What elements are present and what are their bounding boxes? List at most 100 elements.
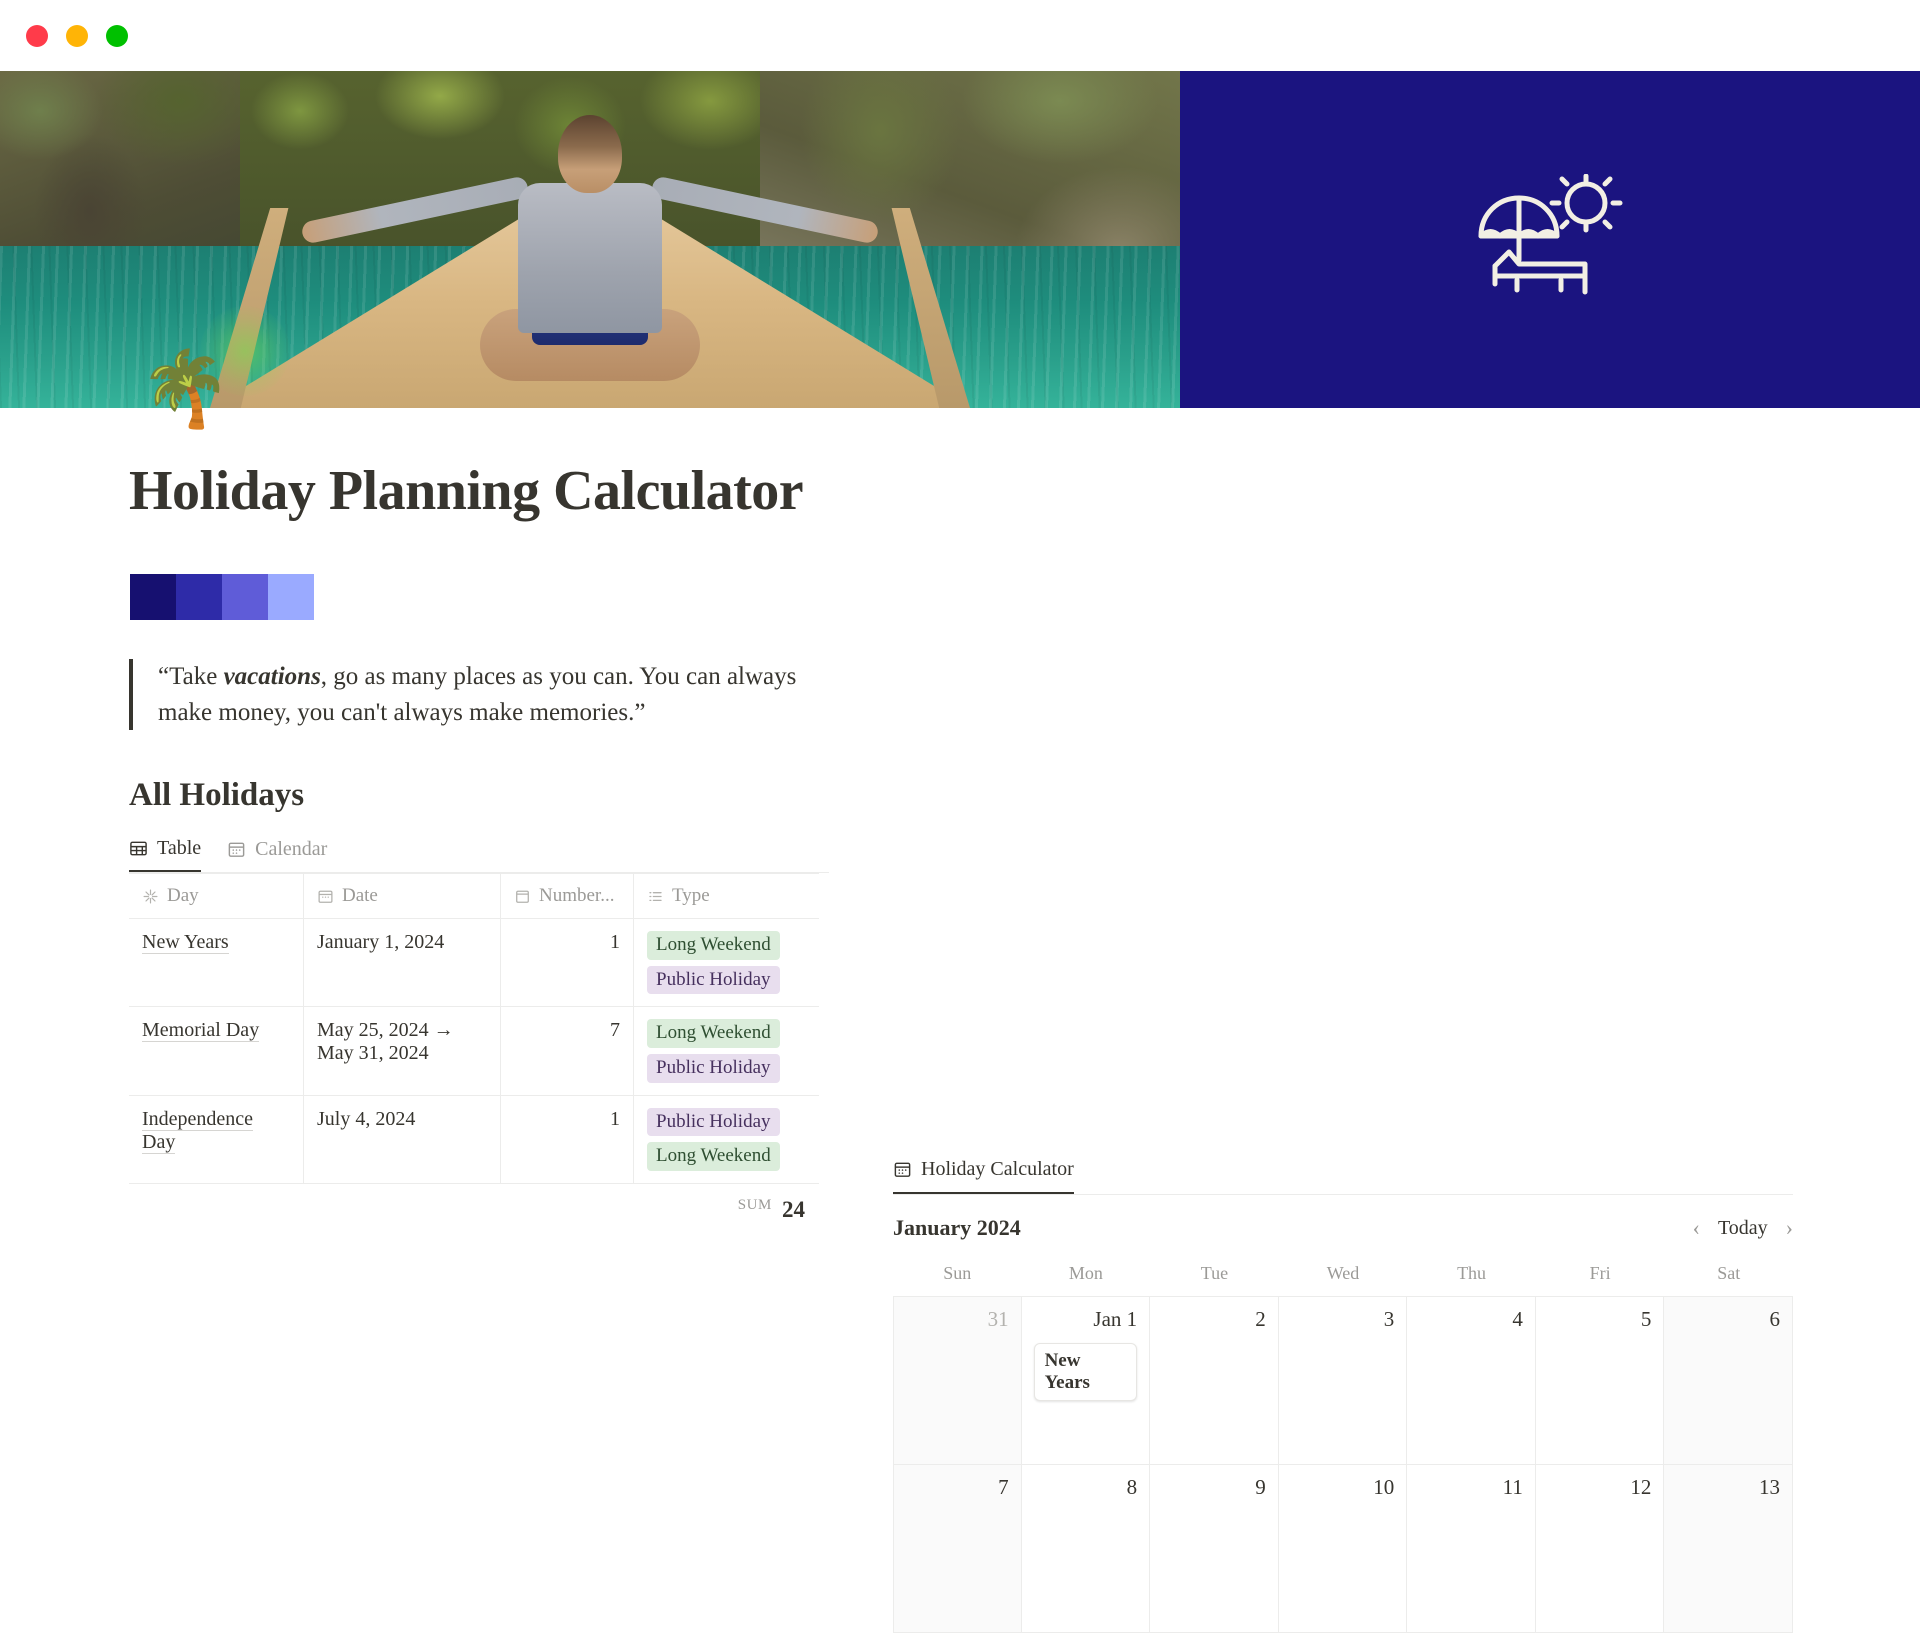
cell-date[interactable]: July 4, 2024 [304,1095,501,1184]
day-header-tue: Tue [1200,1263,1229,1283]
calendar-day-number: 12 [1630,1475,1652,1499]
calendar-icon [893,1160,912,1179]
column-header-type[interactable]: Type [634,874,819,918]
calendar-day-cell[interactable]: 9 [1150,1465,1279,1632]
cell-number[interactable]: 1 [501,919,634,1007]
calendar-day-cell[interactable]: 12 [1536,1465,1665,1632]
table-row[interactable]: Memorial Day May 25, 2024 → May 31, 2024… [129,1007,819,1096]
calendar-day-cell[interactable]: 7 [893,1465,1022,1632]
sparkle-icon [142,888,159,905]
holidays-table: Day Date [129,873,819,1185]
calendar-day-number: 3 [1383,1307,1395,1331]
column-header-day[interactable]: Day [129,874,304,918]
calendar-day-cell[interactable]: 2 [1150,1297,1279,1464]
cell-type[interactable]: Long Weekend Public Holiday [634,1007,819,1094]
calendar-day-cell[interactable]: 6 [1664,1297,1793,1464]
close-window-button[interactable] [26,24,48,47]
day-header-mon: Mon [1068,1263,1103,1283]
quote-emphasis: vacations [223,663,321,690]
calendar-event-chip[interactable]: New Years [1033,1343,1138,1401]
calendar-icon [514,888,531,905]
cell-date[interactable]: January 1, 2024 [304,919,501,1007]
column-header-number[interactable]: Number... [501,874,634,918]
holiday-name-link[interactable]: New Years [142,931,229,954]
cell-type[interactable]: Long Weekend Public Holiday [634,919,819,1006]
calendar-day-cell[interactable]: 10 [1279,1465,1408,1632]
today-button[interactable]: Today [1717,1216,1768,1239]
calendar-view-tabs: Holiday Calculator [893,1158,1793,1195]
database-view-tabs: Table Calendar [129,837,829,873]
calendar-day-number: 31 [987,1307,1009,1331]
cell-number[interactable]: 7 [501,1007,634,1095]
window-titlebar [0,0,1920,71]
holiday-name-link[interactable]: Independence Day [142,1107,254,1154]
chevron-right-icon[interactable]: › [1785,1215,1793,1240]
column-header-date[interactable]: Date [304,874,501,918]
calendar-day-number: 13 [1758,1475,1780,1499]
calendar-icon [317,888,334,905]
tab-holiday-calculator[interactable]: Holiday Calculator [893,1158,1074,1194]
calendar-day-headers: Sun Mon Tue Wed Thu Fri Sat [893,1263,1793,1296]
tab-table[interactable]: Table [129,837,202,872]
column-header-date-label: Date [342,885,378,906]
tab-table-label: Table [157,837,202,859]
calendar-navigation: ‹ Today › [1693,1215,1793,1241]
chevron-left-icon[interactable]: ‹ [1692,1215,1700,1240]
minimize-window-button[interactable] [66,24,88,47]
calendar-day-number: 4 [1512,1307,1523,1331]
calendar-day-number: 9 [1255,1475,1266,1499]
calendar-day-cell[interactable]: 5 [1536,1297,1665,1464]
status-badge: Long Weekend [647,1019,780,1049]
calendar-day-cell[interactable]: 8 [1022,1465,1151,1632]
day-header-sun: Sun [943,1263,972,1283]
cell-day[interactable]: New Years [129,919,304,1007]
cover-accent-panel [1180,71,1920,408]
cell-day[interactable]: Independence Day [129,1095,304,1184]
calendar-month-label: January 2024 [893,1215,1021,1240]
calendar-day-number: 11 [1502,1475,1523,1499]
table-footer-sum[interactable]: Sum 24 [129,1184,819,1223]
calendar-day-number: 7 [998,1475,1009,1499]
calendar-day-number: 6 [1769,1307,1780,1331]
cover-photo [0,71,1180,408]
calendar-day-cell[interactable]: 31 [893,1297,1022,1464]
cell-type[interactable]: Public Holiday Long Weekend [634,1096,819,1183]
table-row[interactable]: New Years January 1, 2024 1 Long Weekend… [129,919,819,1008]
section-title-all-holidays: All Holidays [129,777,305,813]
calendar-day-number: 10 [1373,1475,1395,1499]
tab-calendar-label: Calendar [255,838,328,860]
status-badge: Public Holiday [647,1054,780,1083]
calendar-icon [227,840,246,859]
cell-number[interactable]: 1 [501,1095,634,1184]
maximize-window-button[interactable] [106,24,128,47]
quote-part-2: , go as many places as you can. You can … [158,663,797,726]
day-header-wed: Wed [1326,1263,1360,1283]
calendar-day-cell[interactable]: 4 [1407,1297,1536,1464]
calendar-day-cell[interactable]: Jan 1 New Years [1022,1297,1151,1464]
calendar-week-row: 7 8 9 10 11 12 13 [893,1465,1793,1633]
table-header-row: Day Date [129,874,819,919]
table-icon [129,839,148,858]
cell-day[interactable]: Memorial Day [129,1007,304,1095]
beach-umbrella-sun-lounger-icon [1465,173,1635,306]
cell-date[interactable]: May 25, 2024 → May 31, 2024 [304,1007,501,1095]
column-header-type-label: Type [672,885,710,906]
status-badge: Public Holiday [647,1107,780,1137]
calendar-grid: 31 Jan 1 New Years 2 3 4 5 [893,1296,1793,1633]
calendar-day-cell[interactable]: 11 [1407,1465,1536,1632]
page-cover [0,71,1920,408]
table-row[interactable]: Independence Day July 4, 2024 1 Public H… [129,1095,819,1185]
calendar-week-row: 31 Jan 1 New Years 2 3 4 5 [893,1297,1793,1465]
calendar-day-number: Jan 1 [1093,1307,1138,1331]
column-header-day-label: Day [167,885,199,906]
palm-tree-emoji[interactable]: 🌴 [139,349,232,431]
tab-calendar[interactable]: Calendar [227,838,327,871]
day-header-thu: Thu [1457,1263,1487,1283]
calendar-day-cell[interactable]: 13 [1664,1465,1793,1632]
holiday-name-link[interactable]: Memorial Day [142,1019,260,1043]
status-badge: Public Holiday [647,965,780,995]
tab-holiday-calculator-label: Holiday Calculator [921,1158,1074,1180]
calendar-day-cell[interactable]: 3 [1279,1297,1408,1464]
column-header-number-label: Number... [539,885,615,906]
quote-part-1: “Take [158,663,224,690]
